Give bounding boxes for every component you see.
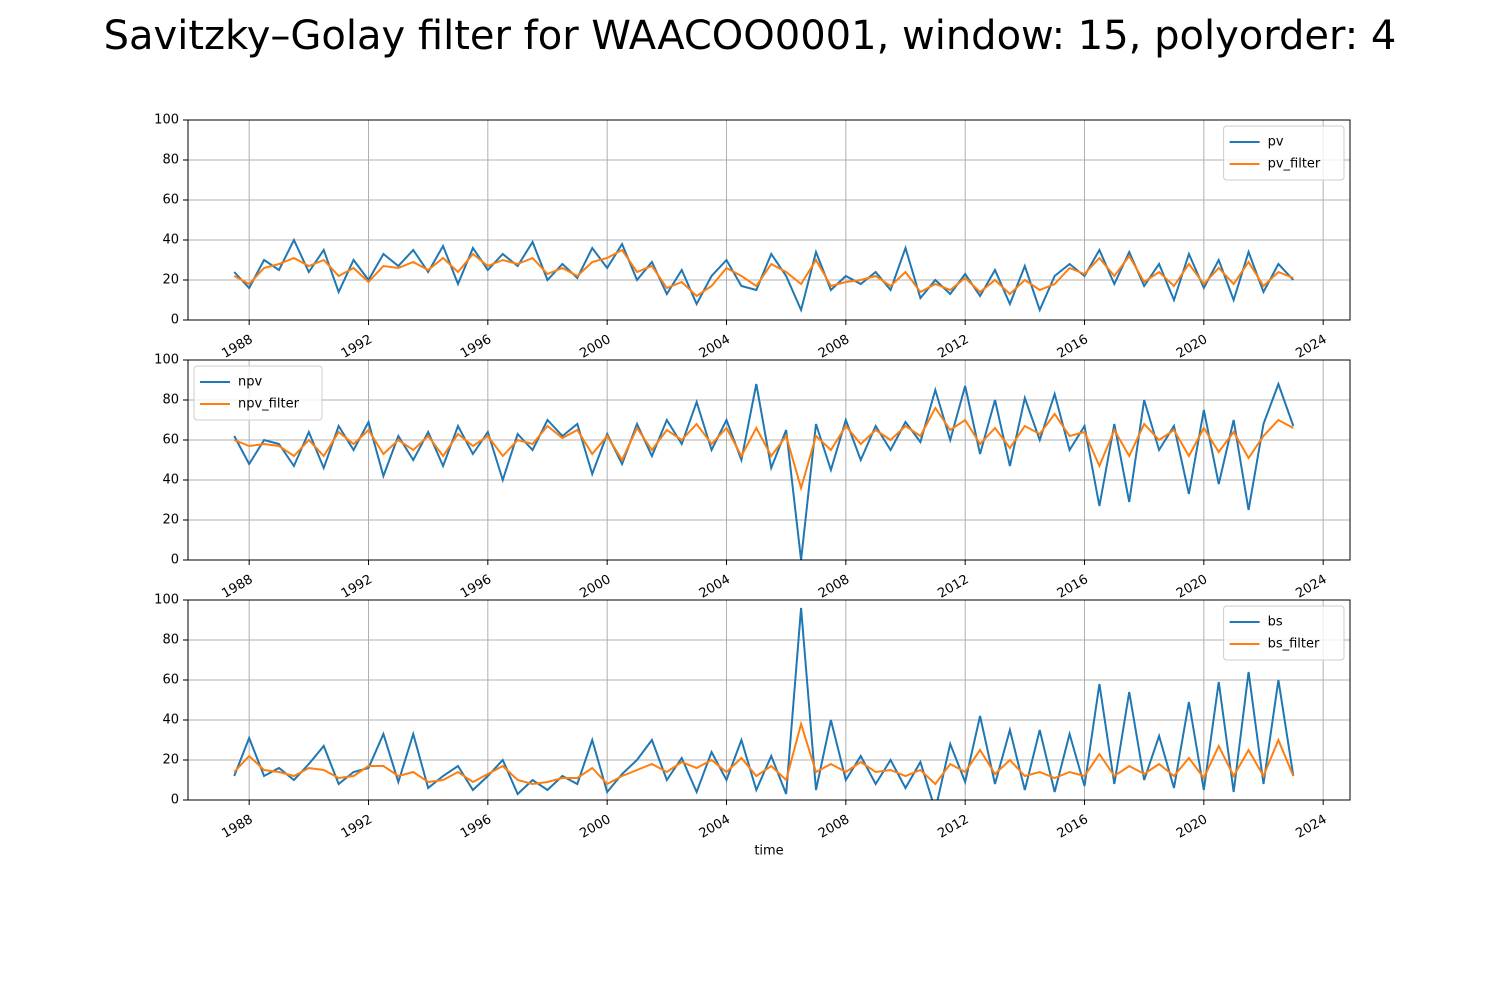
legend-box [193,365,323,421]
y-tick-label: 60 [162,433,179,448]
data-line [233,248,1294,298]
y-tick-label: 100 [154,593,179,608]
y-tick-label: 20 [162,273,179,288]
y-tick-label: 80 [162,153,179,168]
figure-title: Savitzky–Golay filter for WAACOO0001, wi… [104,13,1397,59]
y-tick-label: 20 [162,513,179,528]
y-tick-label: 60 [162,193,179,208]
x-axis-label: time [754,844,783,859]
y-tick-label: 0 [171,793,179,808]
axes-frame [187,359,1351,561]
y-tick-label: 0 [171,313,179,328]
y-tick-label: 100 [154,113,179,128]
legend-box [1223,125,1345,181]
axes-frame [187,119,1351,321]
data-line [233,381,1295,560]
data-line [233,607,1295,800]
y-tick-label: 40 [162,473,179,488]
y-tick-label: 80 [162,393,179,408]
y-tick-label: 0 [171,553,179,568]
y-tick-label: 60 [162,673,179,688]
axes-frame [187,599,1351,801]
y-tick-label: 40 [162,233,179,248]
data-line [233,237,1295,314]
legend-label: bs_filter [1268,637,1320,652]
legend-box [1223,605,1345,661]
legend-label: pv [1268,135,1284,150]
legend-label: pv_filter [1268,157,1321,172]
y-tick-label: 20 [162,753,179,768]
data-line [233,406,1294,492]
data-line [233,720,1295,786]
legend-label: npv_filter [238,397,300,412]
y-tick-label: 40 [162,713,179,728]
y-tick-label: 100 [154,353,179,368]
y-tick-label: 80 [162,633,179,648]
legend-label: bs [1268,615,1283,630]
legend-label: npv [238,375,262,390]
